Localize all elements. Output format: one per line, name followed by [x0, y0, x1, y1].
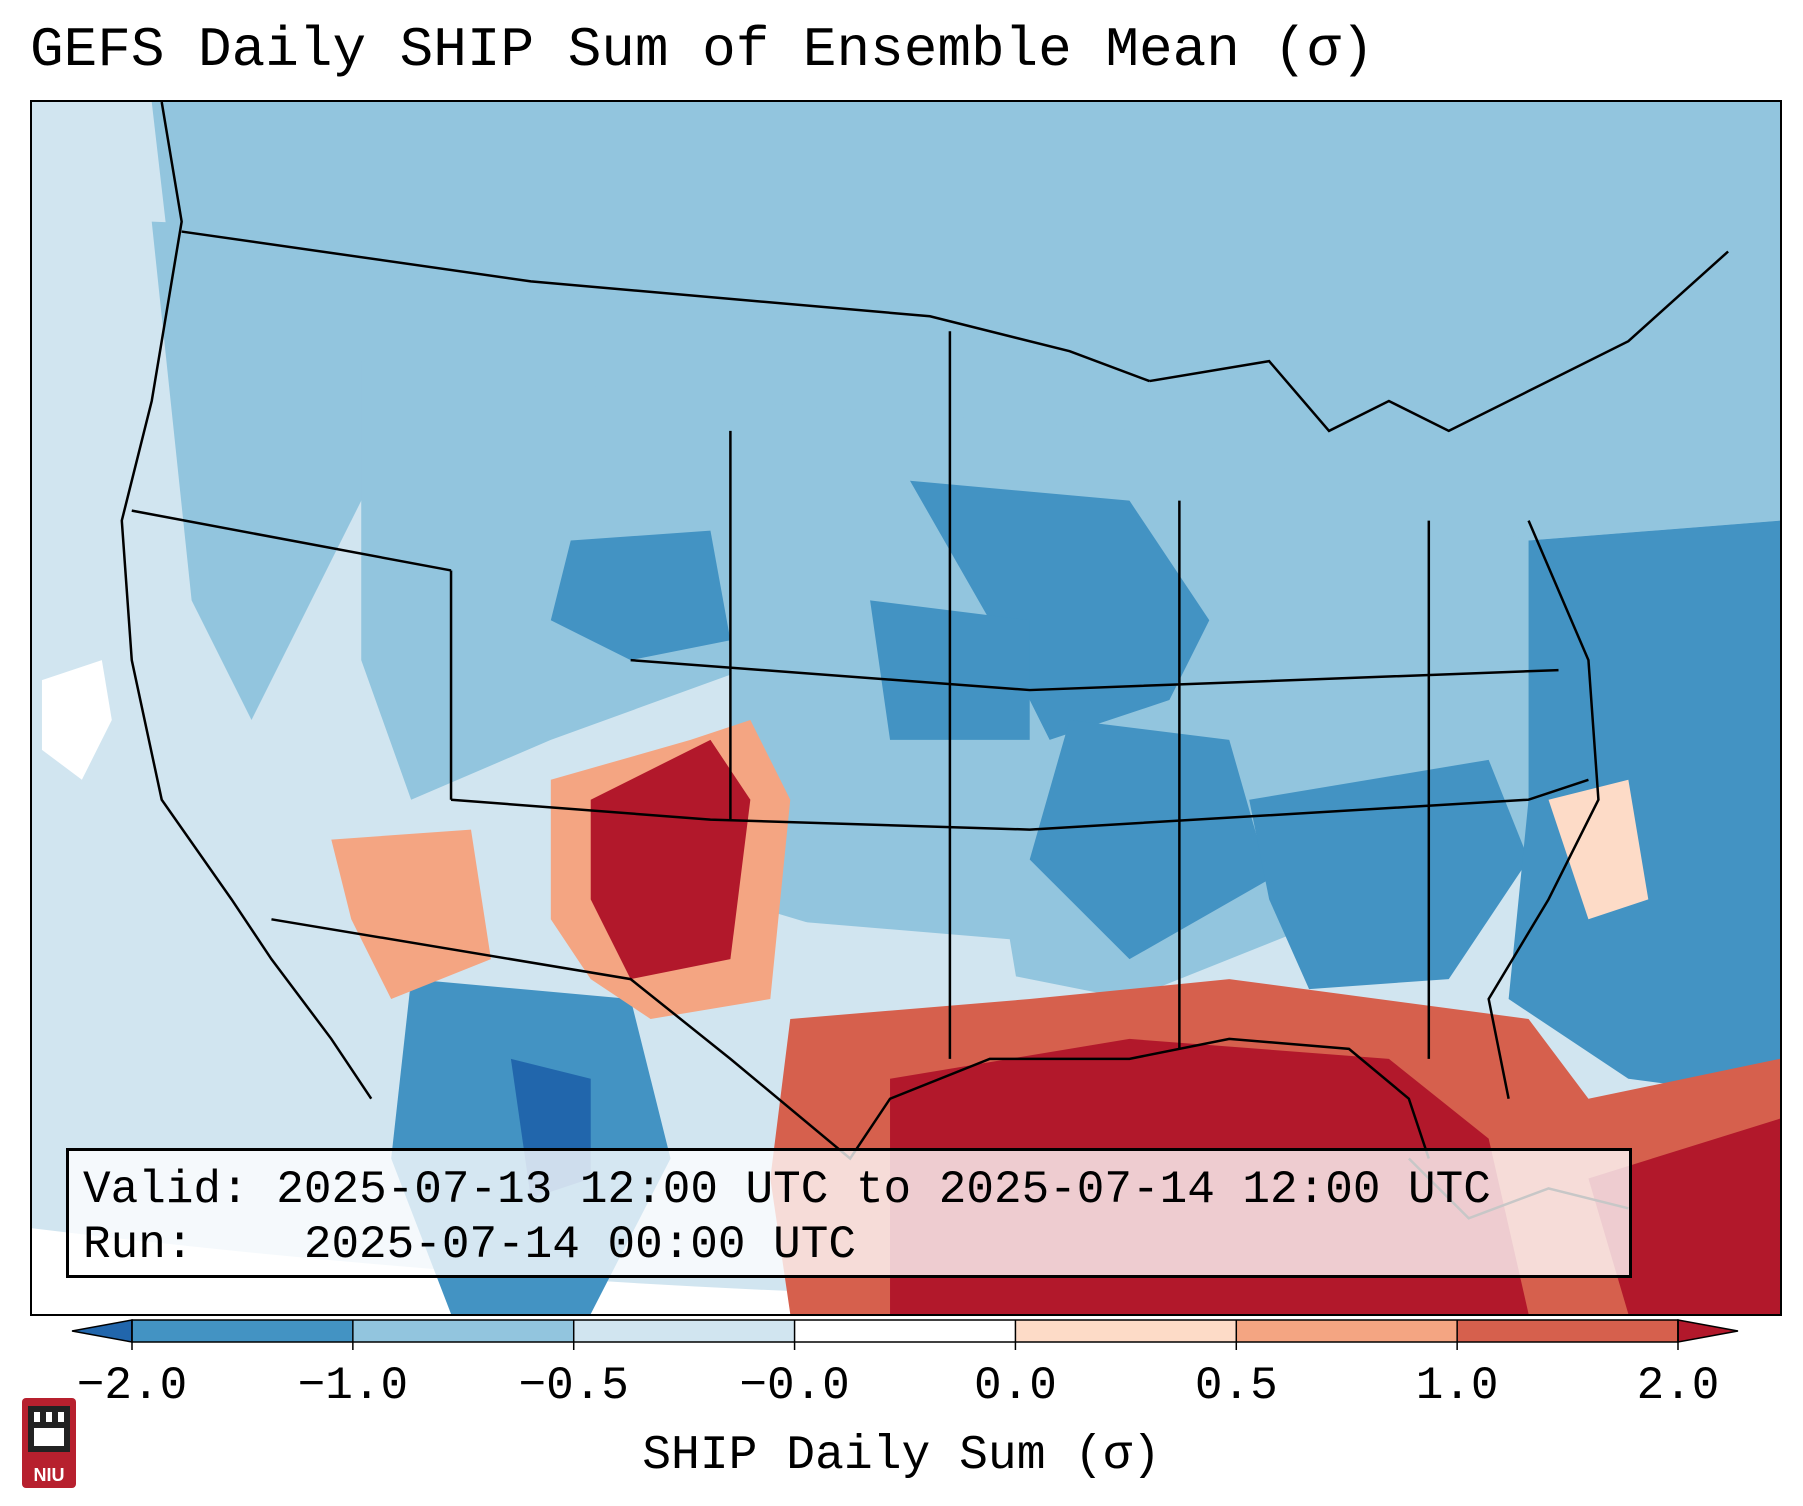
colorbar-segment [1457, 1320, 1679, 1342]
colorbar-tick-label: 0.5 [1194, 1360, 1278, 1412]
region-colorado [550, 530, 731, 661]
colorbar-tick-label: −1.0 [297, 1360, 409, 1412]
colorbar-segment [794, 1320, 1016, 1342]
colorbar-segment [573, 1320, 796, 1342]
kansas-latitude-line [630, 658, 1559, 692]
map-panel [30, 100, 1782, 1316]
colorbar-tick-label: 2.0 [1636, 1360, 1720, 1412]
region-arkansas [1029, 719, 1270, 960]
valid-value: 2025-07-13 12:00 UTC to 2025-07-14 12:00… [276, 1164, 1491, 1216]
valid-run-info-box: Valid: 2025-07-13 12:00 UTC to 2025-07-1… [66, 1148, 1632, 1278]
region-carolinas-warm [1548, 779, 1649, 920]
run-label: Run: [83, 1219, 194, 1271]
canada-border [181, 230, 1150, 383]
logo-text: NIU [33, 1465, 65, 1485]
region-atlantic [1508, 520, 1780, 1099]
colorbar-graphic [71, 1319, 1739, 1350]
great-lakes-border [1149, 250, 1729, 433]
colorbar [71, 1319, 1739, 1350]
colorbar-tick-label: −2.0 [76, 1360, 188, 1412]
colorbar-extend-high [1677, 1319, 1739, 1343]
colorbar-tick-label: −0.0 [739, 1360, 850, 1412]
mexico-gulf-line [271, 918, 1430, 1161]
colorbar-segment [132, 1320, 354, 1342]
oregon-california-line [131, 509, 452, 572]
region-pacific-nw [151, 221, 412, 720]
region-north [151, 102, 1780, 541]
east-coast-line [1487, 520, 1600, 1099]
region-pacific-white [41, 660, 112, 780]
colorbar-segment [1015, 1320, 1237, 1342]
west-coast-line [120, 102, 373, 1100]
region-iowa-missouri [909, 480, 1210, 740]
boundaries [120, 102, 1729, 1220]
region-southeast [1249, 759, 1529, 990]
valid-label: Valid: [83, 1164, 249, 1216]
colorbar-extend-low [71, 1319, 133, 1343]
niu-logo-icon: NIU [18, 1392, 80, 1492]
region-arizona-warm [331, 829, 491, 1000]
colorbar-segment [1236, 1320, 1458, 1342]
colorbar-segment [352, 1320, 575, 1342]
anomaly-map [32, 102, 1780, 1314]
run-value: 2025-07-14 00:00 UTC [303, 1219, 856, 1271]
mid-latitude-line [450, 778, 1589, 831]
colorbar-tick-label: 0.0 [974, 1360, 1057, 1412]
colorbar-tick-label: −0.5 [518, 1360, 629, 1412]
region-caribbean-hot [1588, 1118, 1780, 1314]
colorbar-label: SHIP Daily Sum (σ) [642, 1429, 1161, 1483]
anomaly-fields [41, 102, 1780, 1314]
region-new-mexico-hot [590, 739, 751, 980]
colorbar-tick-label: 1.0 [1415, 1360, 1499, 1412]
map-title: GEFS Daily SHIP Sum of Ensemble Mean (σ) [30, 18, 1375, 82]
